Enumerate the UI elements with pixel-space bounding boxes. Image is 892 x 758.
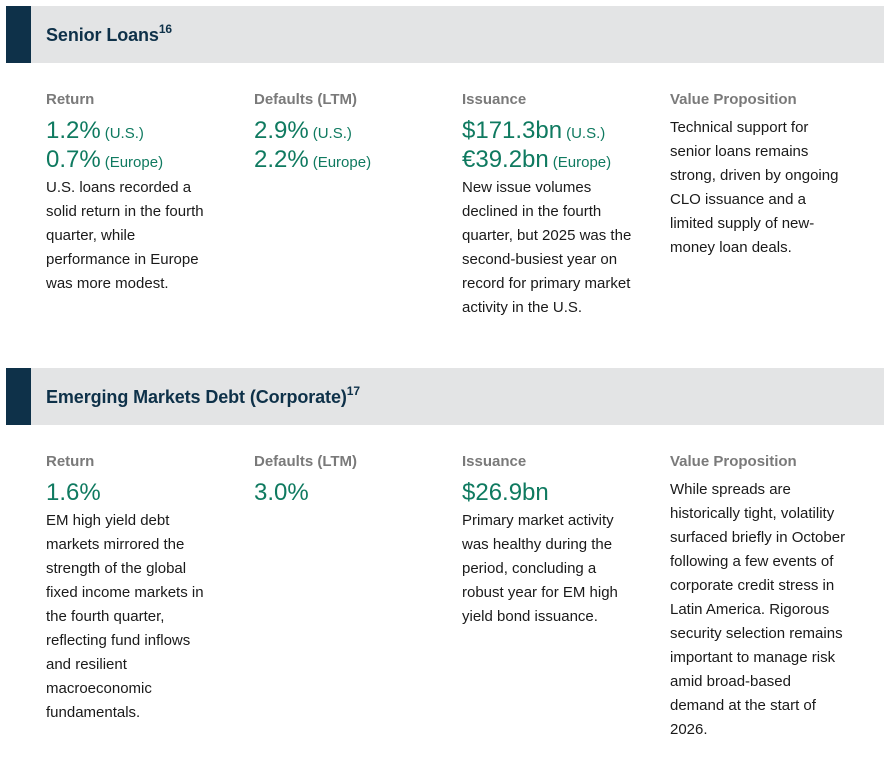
value-proposition-description: While spreads are historically tight, vo… [670, 481, 846, 738]
header-accent-bar [6, 368, 31, 425]
defaults-value: 2.2% (Europe) [254, 146, 372, 173]
footnote-marker: 16 [158, 22, 172, 36]
value-proposition-column: Value Proposition Technical support for … [670, 90, 870, 260]
return-value: 0.7% (Europe) [46, 146, 164, 173]
footnote-marker: 17 [346, 384, 360, 398]
section-title: Senior Loans16 [46, 22, 172, 45]
defaults-label: Defaults (LTM) [254, 453, 358, 470]
issuance-description: Primary market activity was healthy duri… [462, 512, 618, 625]
issuance-label: Issuance [462, 453, 527, 470]
defaults-column: Defaults (LTM) 3.0% [254, 452, 444, 507]
value-proposition-column: Value Proposition While spreads are hist… [670, 452, 875, 742]
return-label: Return [46, 453, 95, 470]
issuance-column: Issuance $171.3bn (U.S.) €39.2bn (Europe) … [462, 90, 652, 320]
section-header: Senior Loans16 [6, 6, 884, 63]
section-title: Emerging Markets Debt (Corporate)17 [46, 384, 360, 407]
return-value: 1.2% (U.S.) [46, 117, 144, 144]
issuance-value: €39.2bn (Europe) [462, 146, 612, 173]
issuance-value: $171.3bn (U.S.) [462, 117, 606, 144]
value-proposition-description: Technical support for senior loans remai… [670, 119, 839, 256]
issuance-label: Issuance [462, 91, 527, 108]
value-proposition-label: Value Proposition [670, 453, 797, 470]
return-label: Return [46, 91, 95, 108]
defaults-value: 2.9% (U.S.) [254, 117, 352, 144]
return-column: Return 1.6% EM high yield debt markets m… [46, 452, 236, 725]
return-column: Return 1.2% (U.S.) 0.7% (Europe) U.S. loan… [46, 90, 236, 296]
section-header: Emerging Markets Debt (Corporate)17 [6, 368, 884, 425]
return-value: 1.6% [46, 479, 101, 506]
issuance-value: $26.9bn [462, 479, 549, 506]
return-description: EM high yield debt markets mirrored the … [46, 512, 204, 721]
defaults-label: Defaults (LTM) [254, 91, 358, 108]
header-accent-bar [6, 6, 31, 63]
issuance-column: Issuance $26.9bn Primary market activity… [462, 452, 652, 629]
value-proposition-label: Value Proposition [670, 91, 797, 108]
return-description: U.S. loans recorded a solid return in th… [46, 179, 204, 292]
issuance-description: New issue volumes declined in the fourth… [462, 179, 632, 316]
defaults-column: Defaults (LTM) 2.9% (U.S.) 2.2% (Europe) [254, 90, 444, 174]
defaults-value: 3.0% [254, 479, 309, 506]
